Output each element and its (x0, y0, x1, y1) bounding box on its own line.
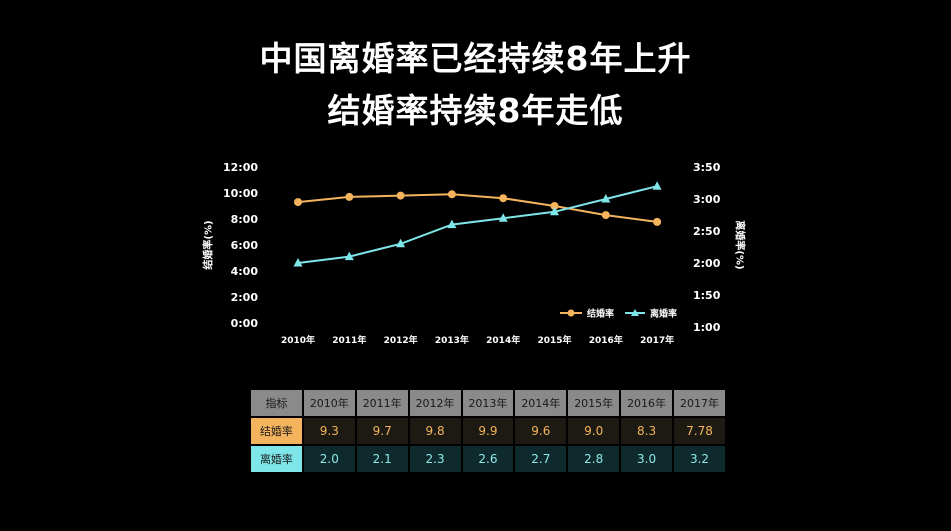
legend-marker-divorce (631, 309, 639, 316)
table-row-label: 结婚率 (249, 416, 304, 446)
table-cell: 3.0 (619, 444, 674, 474)
table-cell: 9.9 (460, 416, 516, 446)
y-right-tick-label: 3:00 (693, 193, 721, 206)
y-axis-left-label: 结婚率(%) (203, 220, 215, 270)
data-point-divorce (293, 258, 303, 267)
y-left-tick-label: 8:00 (231, 213, 259, 226)
data-point-divorce (601, 194, 611, 203)
y-left-tick-label: 10:00 (223, 187, 258, 200)
data-point-marriage (550, 202, 559, 210)
table-cell: 7.78 (672, 416, 727, 446)
data-point-marriage (345, 192, 354, 201)
table-cell: 2.6 (460, 444, 516, 474)
x-tick-label: 2010年 (281, 334, 315, 346)
legend-label-marriage: 结婚率 (587, 308, 614, 320)
y-left-tick-label: 12:00 (223, 161, 258, 174)
data-point-marriage (499, 194, 508, 203)
table-header-year: 2014年 (513, 388, 569, 418)
table-row-divorce: 离婚率 2.0 2.1 2.3 2.6 2.7 2.8 3.0 3.2 (249, 444, 727, 474)
data-point-marriage (653, 217, 662, 226)
data-point-divorce (550, 206, 559, 216)
table-cell: 9.6 (513, 416, 569, 446)
table-header-year: 2015年 (566, 388, 622, 418)
table-row-label: 离婚率 (249, 444, 304, 474)
table-header-label: 指标 (249, 388, 304, 418)
data-point-marriage (396, 191, 405, 200)
y-right-tick-label: 2:50 (693, 225, 721, 238)
table-cell: 9.7 (354, 416, 410, 446)
table-cell: 8.3 (619, 416, 674, 446)
y-right-tick-label: 1:50 (693, 289, 721, 302)
y-right-tick-label: 1:00 (693, 321, 721, 334)
legend-label-divorce: 离婚率 (650, 308, 677, 320)
x-tick-label: 2012年 (384, 334, 418, 346)
table-header-year: 2011年 (354, 388, 410, 418)
table-header-year: 2016年 (619, 388, 674, 418)
y-right-tick-label: 3:50 (693, 161, 721, 174)
data-point-divorce (344, 251, 354, 261)
table-cell: 2.0 (301, 444, 357, 474)
series-line-divorce (297, 185, 658, 264)
x-tick-label: 2014年 (486, 334, 520, 346)
table-header-row: 指标 2010年 2011年 2012年 2013年 2014年 2015年 2016年 20… (249, 388, 727, 418)
table-header-year: 2010年 (301, 388, 357, 418)
table-cell: 9.3 (301, 416, 357, 446)
data-point-divorce (396, 238, 406, 248)
table-cell: 2.3 (407, 444, 463, 474)
data-point-marriage (294, 198, 302, 207)
table-cell: 9.8 (407, 416, 463, 446)
table-cell: 2.7 (513, 444, 569, 474)
data-point-marriage (447, 190, 456, 199)
table-cell: 2.8 (566, 444, 622, 474)
table-header-year: 2012年 (407, 388, 463, 418)
data-point-divorce (447, 219, 457, 229)
y-left-tick-label: 0:00 (231, 317, 259, 330)
x-tick-label: 2017年 (640, 334, 674, 346)
table-header-year: 2017年 (672, 388, 727, 418)
y-right-tick-label: 2:00 (693, 257, 721, 270)
title-line-1: 中国离婚率已经持续8年上升 (259, 39, 692, 78)
legend-marker-marriage (567, 309, 575, 317)
y-left-tick-label: 4:00 (231, 265, 259, 278)
y-left-tick-label: 6:00 (231, 239, 259, 252)
x-tick-label: 2011年 (332, 334, 366, 346)
table-cell: 3.2 (672, 444, 727, 474)
data-point-marriage (601, 211, 610, 220)
data-point-divorce (498, 213, 508, 222)
y-axis-right-label: 离婚率(%) (733, 220, 745, 270)
x-tick-label: 2016年 (589, 334, 623, 346)
x-tick-label: 2015年 (537, 334, 571, 346)
data-table: 指标 2010年 2011年 2012年 2013年 2014年 2015年 2016年 20… (249, 388, 727, 474)
table-cell: 9.0 (566, 416, 622, 446)
data-point-divorce (652, 181, 662, 190)
series-line-marriage (297, 193, 658, 223)
title-line-2: 结婚率持续8年走低 (327, 91, 624, 130)
table-row-marriage: 结婚率 9.3 9.7 9.8 9.9 9.6 9.0 8.3 7.78 (249, 416, 727, 446)
x-tick-label: 2013年 (435, 334, 469, 346)
y-left-tick-label: 2:00 (231, 291, 259, 304)
table-cell: 2.1 (354, 444, 410, 474)
table-header-year: 2013年 (460, 388, 516, 418)
